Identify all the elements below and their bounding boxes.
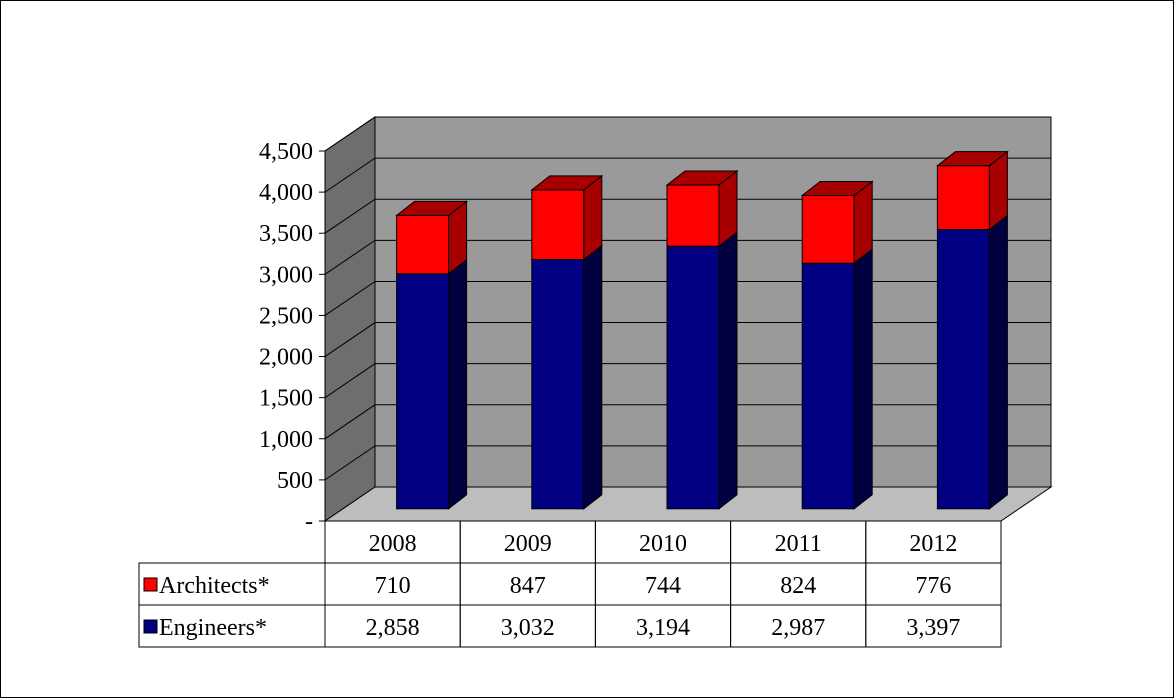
side-wall	[324, 116, 376, 522]
table-value-0-2: 744	[645, 573, 681, 599]
bar-stack-2009	[530, 174, 604, 510]
y-axis: - 500 1,000 1,500 2,000 2,500 3,000 3,500 4,000 4…	[259, 139, 326, 535]
bar-engineers-2012	[936, 228, 990, 510]
data-table: 2008 2009 2010 2011 2012 Architects* 710 847 744…	[138, 520, 1002, 648]
table-header-2009: 2009	[504, 531, 552, 557]
table-header-2011: 2011	[775, 531, 822, 557]
table-row-label-1: Engineers*	[159, 615, 267, 641]
table-cell	[865, 604, 1002, 648]
bar-side-engineers-2009	[583, 244, 603, 510]
table-header-2008: 2008	[369, 531, 417, 557]
bar-stack-2010	[665, 169, 739, 510]
bar-stack-2011	[800, 180, 874, 510]
table-value-1-1: 3,032	[501, 615, 555, 641]
y-tick-label: 3,500	[259, 221, 313, 247]
bar-side-engineers-2008	[448, 258, 468, 510]
bar-side-engineers-2012	[988, 214, 1008, 510]
bar-side-architects-2009	[583, 174, 603, 261]
table-value-0-3: 824	[780, 573, 816, 599]
y-tick-label: 2,000	[259, 345, 313, 371]
y-tick-label: 4,500	[259, 139, 313, 165]
bar-engineers-2010	[666, 245, 720, 510]
bar-architects-2010	[666, 184, 720, 247]
table-value-1-4: 3,397	[906, 615, 960, 641]
bar-engineers-2009	[531, 259, 585, 510]
bar-architects-2008	[396, 214, 450, 275]
bar-architects-2011	[801, 194, 855, 264]
table-value-1-3: 2,987	[771, 615, 825, 641]
y-tick-label: 500	[277, 468, 313, 494]
table-value-0-4: 776	[915, 573, 951, 599]
table-header-2010: 2010	[639, 531, 687, 557]
bar-stack-2008	[395, 200, 469, 510]
bar-engineers-2008	[396, 273, 450, 510]
table-value-1-2: 3,194	[636, 615, 690, 641]
bar-top-architects-2008	[395, 200, 469, 216]
table-value-0-1: 847	[510, 573, 546, 599]
y-tick-label: 1,500	[259, 386, 313, 412]
table-row-label-0: Architects*	[159, 573, 270, 599]
table-value-0-0: 710	[375, 573, 411, 599]
bar-top-architects-2012	[935, 151, 1009, 167]
gridline-4000	[324, 157, 1051, 193]
legend-key-0	[143, 577, 158, 592]
gridline-4500	[324, 116, 1051, 152]
bar-architects-2009	[531, 189, 585, 261]
bar-side-engineers-2011	[853, 248, 873, 510]
y-tick-label: 1,000	[259, 427, 313, 453]
y-tick-label: 2,500	[259, 303, 313, 329]
bars	[395, 150, 1009, 510]
y-tick-label: 3,000	[259, 262, 313, 288]
y-tick-label: -	[305, 509, 313, 535]
bar-side-engineers-2010	[718, 231, 738, 510]
bar-top-architects-2009	[530, 175, 604, 191]
table-value-1-0: 2,858	[366, 615, 420, 641]
bar-top-architects-2011	[800, 180, 874, 196]
bar-stack-2012	[935, 150, 1009, 510]
bar-engineers-2011	[801, 262, 855, 510]
bar-top-architects-2010	[665, 170, 739, 186]
table-header-2012: 2012	[909, 531, 957, 557]
y-tick-label: 4,000	[259, 180, 313, 206]
legend-key-1	[143, 619, 158, 634]
bar-architects-2012	[936, 165, 990, 230]
